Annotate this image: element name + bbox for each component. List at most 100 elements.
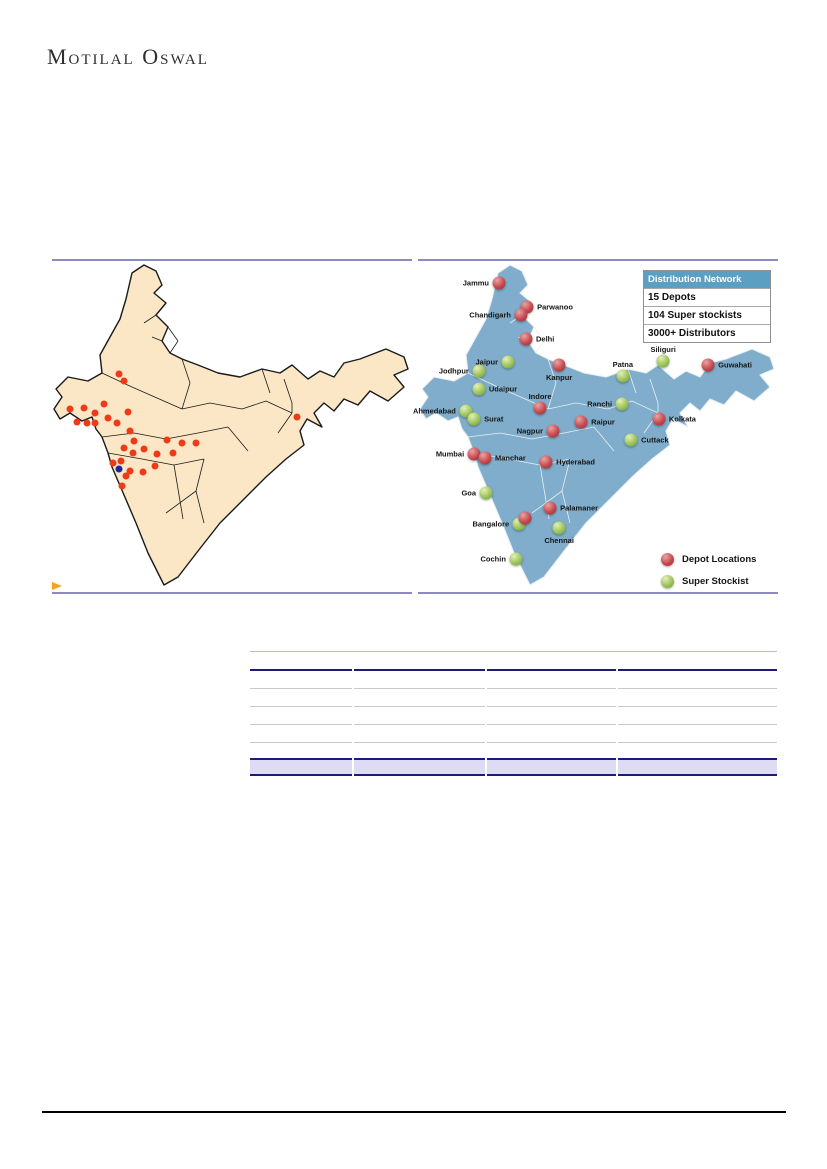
city-marker-hyderabad <box>539 455 553 469</box>
coverage-dot <box>153 450 161 458</box>
city-marker-guwahati <box>701 358 715 372</box>
coverage-dot <box>100 400 108 408</box>
city-label-chennai: Chennai <box>544 536 574 546</box>
coverage-dot <box>163 436 171 444</box>
coverage-dot <box>109 459 117 467</box>
city-label-bangalore: Bangalore <box>472 519 510 529</box>
city-marker-cuttack <box>624 433 638 447</box>
coverage-dot <box>66 405 74 413</box>
city-marker-palamaner <box>543 501 557 515</box>
city-label-patna: Patna <box>612 359 634 369</box>
footer-rule <box>42 1111 786 1113</box>
distribution-network-title: Distribution Network <box>644 271 770 288</box>
stockist-marker-icon <box>661 575 674 588</box>
table-row <box>250 689 777 707</box>
coverage-dot <box>126 427 134 435</box>
city-label-cuttack: Cuttack <box>641 435 669 445</box>
city-marker-cochin <box>509 552 523 566</box>
table-highlight-row <box>250 758 777 776</box>
city-label-kolkata: Kolkata <box>668 414 696 424</box>
city-label-hyderabad: Hyderabad <box>556 457 595 467</box>
city-label-kanpur: Kanpur <box>545 372 573 382</box>
coverage-dot <box>91 419 99 427</box>
city-marker-udaipur <box>472 382 486 396</box>
india-map-outline <box>53 264 409 586</box>
distribution-network-box: Distribution Network 15 Depots 104 Super … <box>643 270 771 343</box>
legend-label: Depot Locations <box>682 554 757 565</box>
city-marker-surat <box>467 412 481 426</box>
coverage-dot <box>120 444 128 452</box>
city-label-siliguri: Siliguri <box>650 344 676 354</box>
coverage-dot <box>178 439 186 447</box>
table-header-row <box>250 652 777 671</box>
table-spacer <box>250 743 777 758</box>
coverage-dot <box>122 472 130 480</box>
coverage-dot <box>139 468 147 476</box>
legend-label: Super Stockist <box>682 576 749 587</box>
coverage-dot <box>91 409 99 417</box>
city-marker-delhi <box>519 332 533 346</box>
city-label-raipur: Raipur <box>591 417 615 427</box>
coverage-dot <box>120 377 128 385</box>
coverage-dot <box>124 408 132 416</box>
city-marker <box>518 511 532 525</box>
coverage-dot <box>83 419 91 427</box>
city-marker-goa <box>479 486 493 500</box>
city-label-surat: Surat <box>484 414 504 424</box>
city-marker-chennai <box>552 521 566 535</box>
map-legend: Depot Locations Super Stockist <box>661 553 756 597</box>
coverage-dot <box>117 457 125 465</box>
coverage-dot <box>80 404 88 412</box>
city-label-udaipur: Udaipur <box>488 384 518 394</box>
city-label-ranchi: Ranchi <box>587 399 613 409</box>
city-label-jodhpur: Jodhpur <box>438 366 469 376</box>
city-marker-kanpur <box>552 358 566 372</box>
city-marker-siliguri <box>656 354 670 368</box>
city-marker-jodhpur <box>472 364 486 378</box>
coverage-dot <box>73 418 81 426</box>
city-label-manchar: Manchar <box>494 453 526 463</box>
city-label-palamaner: Palamaner <box>560 503 599 513</box>
city-marker-mumbai <box>467 447 481 461</box>
table-row <box>250 725 777 743</box>
city-label-ahmedabad: Ahmedabad <box>412 406 456 416</box>
city-label-chandigarh: Chandigarh <box>469 310 511 320</box>
motilal-oswal-logo: Motilal Oswal <box>47 44 209 69</box>
corner-marker-icon <box>52 582 62 590</box>
coverage-dot <box>115 370 123 378</box>
depot-marker-icon <box>661 553 674 566</box>
distribution-map-panel: Jammu Parwanoo Chandigarh Delhi Jaipur Jodhpu… <box>413 259 778 597</box>
distribution-stat: 3000+ Distributors <box>644 324 770 342</box>
coverage-dot <box>104 414 112 422</box>
coverage-dot <box>113 419 121 427</box>
city-label-parwanoo: Parwanoo <box>537 302 573 312</box>
coverage-dot <box>126 467 134 475</box>
distribution-stat: 15 Depots <box>644 288 770 306</box>
city-marker-kolkata <box>652 412 666 426</box>
city-label-cochin: Cochin <box>480 554 506 564</box>
coverage-dot <box>169 449 177 457</box>
table-row <box>250 707 777 725</box>
distribution-stat: 104 Super stockists <box>644 306 770 324</box>
city-label-goa: Goa <box>461 488 477 498</box>
table-row <box>250 671 777 689</box>
city-label-delhi: Delhi <box>536 334 555 344</box>
city-label-indore: Indore <box>528 391 552 401</box>
legend-item-stockist: Super Stockist <box>661 575 756 588</box>
city-marker-raipur <box>574 415 588 429</box>
city-marker-manchar <box>478 451 492 465</box>
coverage-dot <box>130 437 138 445</box>
coverage-dot <box>118 482 126 490</box>
coverage-dot <box>129 449 137 457</box>
coverage-map-panel <box>52 259 412 594</box>
city-marker-nagpur <box>546 424 560 438</box>
city-marker-jaipur <box>501 355 515 369</box>
coverage-dot <box>140 445 148 453</box>
city-label-jammu: Jammu <box>462 278 489 288</box>
coverage-dot <box>192 439 200 447</box>
city-label-mumbai: Mumbai <box>435 449 465 459</box>
financial-table <box>250 651 777 776</box>
coverage-dot <box>151 462 159 470</box>
city-label-guwahati: Guwahati <box>718 360 752 370</box>
legend-item-depot: Depot Locations <box>661 553 756 566</box>
